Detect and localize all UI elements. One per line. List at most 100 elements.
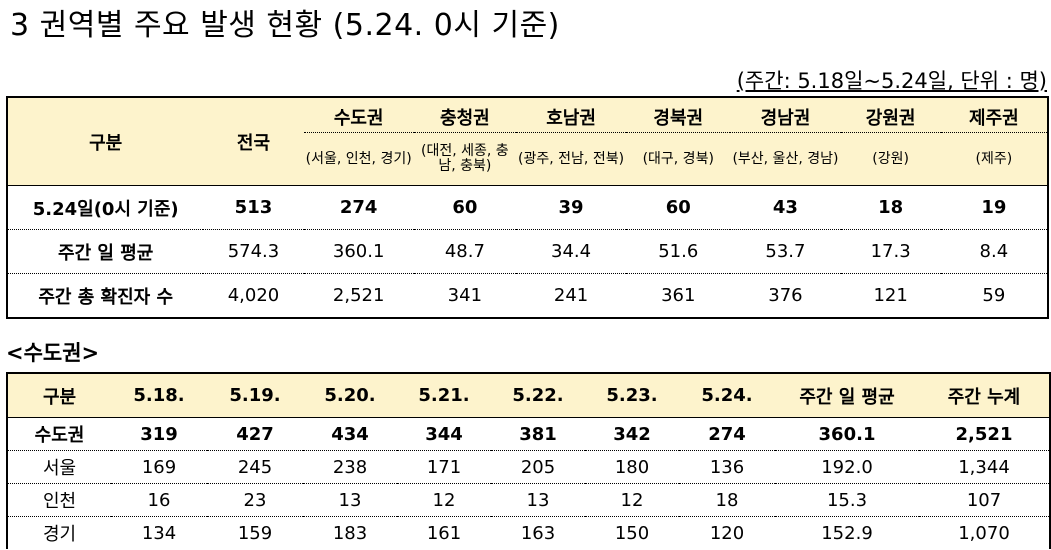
table-cell: 434	[303, 417, 397, 451]
table-cell: 427	[207, 417, 303, 451]
column-header: 5.22.	[491, 373, 585, 418]
table-row: 주간 일 평균 574.3 360.1 48.7 34.4 51.6 53.7 …	[7, 229, 1048, 274]
table-cell: 48.7	[413, 229, 516, 274]
region-subheader: (대전, 세종, 충남, 충북)	[413, 132, 516, 186]
table-cell: 134	[111, 516, 207, 549]
table-row: 서울 169 245 238 171 205 180 136 192.0 1,3…	[7, 450, 1050, 484]
table-cell: 274	[679, 417, 775, 451]
table-row: 주간 총 확진자 수 4,020 2,521 341 241 361 376 1…	[7, 273, 1048, 318]
table-cell: 180	[585, 450, 679, 484]
region-header: 경북권	[626, 97, 731, 133]
table-cell: 12	[397, 483, 491, 517]
table-cell: 574.3	[203, 229, 304, 274]
table-cell: 121	[840, 273, 941, 318]
row-label: 주간 일 평균	[7, 229, 204, 274]
table-cell: 159	[207, 516, 303, 549]
region-header: 호남권	[515, 97, 627, 133]
column-header: 5.23.	[585, 373, 679, 418]
table-cell: 361	[626, 273, 731, 318]
region-header: 수도권	[303, 97, 414, 133]
region-subheader: (서울, 인천, 경기)	[303, 132, 414, 186]
table-cell: 341	[413, 273, 516, 318]
region-header: 제주권	[940, 97, 1048, 133]
column-header: 5.18.	[111, 373, 207, 418]
column-header: 5.19.	[207, 373, 303, 418]
table-cell: 39	[515, 185, 627, 230]
table-cell: 17.3	[840, 229, 941, 274]
row-label: 경기	[7, 516, 111, 549]
region-header: 강원권	[840, 97, 941, 133]
region-header: 경남권	[730, 97, 841, 133]
regional-summary-table: 구분 전국 수도권 충청권 호남권 경북권 경남권 강원권 제주권 (서울, 인…	[6, 96, 1049, 319]
region-subheader: (대구, 경북)	[626, 132, 731, 186]
table-cell: 169	[111, 450, 207, 484]
table-cell: 319	[111, 417, 207, 451]
table-cell: 59	[940, 273, 1048, 318]
column-header: 주간 누계	[919, 373, 1050, 418]
column-header: 5.24.	[679, 373, 775, 418]
region-subheader: (강원)	[840, 132, 941, 186]
table-cell: 1,070	[919, 516, 1050, 549]
table-cell: 150	[585, 516, 679, 549]
table-cell: 12	[585, 483, 679, 517]
table-cell: 16	[111, 483, 207, 517]
table-cell: 344	[397, 417, 491, 451]
column-header: 주간 일 평균	[775, 373, 919, 418]
table-cell: 19	[940, 185, 1048, 230]
table-cell: 136	[679, 450, 775, 484]
table-cell: 60	[626, 185, 731, 230]
table-cell: 238	[303, 450, 397, 484]
row-label: 5.24일(0시 기준)	[7, 185, 204, 230]
column-header: 5.21.	[397, 373, 491, 418]
table-cell: 241	[515, 273, 627, 318]
table-cell: 13	[491, 483, 585, 517]
metro-section-heading: <수도권>	[6, 341, 100, 365]
table-cell: 205	[491, 450, 585, 484]
table-cell: 8.4	[940, 229, 1048, 274]
unit-note: (주간: 5.18일~5.24일, 단위 : 명)	[736, 69, 1047, 93]
row-label: 주간 총 확진자 수	[7, 273, 204, 318]
table-cell: 171	[397, 450, 491, 484]
table-cell: 376	[730, 273, 841, 318]
table-cell: 107	[919, 483, 1050, 517]
table-row: 경기 134 159 183 161 163 150 120 152.9 1,0…	[7, 516, 1050, 549]
table-cell: 34.4	[515, 229, 627, 274]
table-cell: 245	[207, 450, 303, 484]
table-cell: 513	[203, 185, 304, 230]
region-subheader: (부산, 울산, 경남)	[730, 132, 841, 186]
table-cell: 13	[303, 483, 397, 517]
page-title: 3 권역별 주요 발생 현황 (5.24. 0시 기준)	[10, 8, 560, 43]
table-cell: 161	[397, 516, 491, 549]
table-cell: 4,020	[203, 273, 304, 318]
table-cell: 274	[303, 185, 414, 230]
table-cell: 60	[413, 185, 516, 230]
table-cell: 18	[840, 185, 941, 230]
table-cell: 2,521	[303, 273, 414, 318]
metro-area-table: 구분 5.18. 5.19. 5.20. 5.21. 5.22. 5.23. 5…	[6, 372, 1051, 549]
table-cell: 15.3	[775, 483, 919, 517]
table-cell: 381	[491, 417, 585, 451]
column-header: 구분	[7, 373, 111, 418]
table-cell: 18	[679, 483, 775, 517]
summary-national-header: 전국	[203, 97, 304, 186]
summary-corner-label: 구분	[7, 97, 204, 186]
table-cell: 342	[585, 417, 679, 451]
table-cell: 163	[491, 516, 585, 549]
table-row: 수도권 319 427 434 344 381 342 274 360.1 2,…	[7, 417, 1050, 451]
table-cell: 1,344	[919, 450, 1050, 484]
table-cell: 360.1	[775, 417, 919, 451]
row-label: 수도권	[7, 417, 111, 451]
row-label: 인천	[7, 483, 111, 517]
table-cell: 23	[207, 483, 303, 517]
region-header: 충청권	[413, 97, 516, 133]
table-cell: 360.1	[303, 229, 414, 274]
table-cell: 43	[730, 185, 841, 230]
row-label: 서울	[7, 450, 111, 484]
table-cell: 2,521	[919, 417, 1050, 451]
table-cell: 183	[303, 516, 397, 549]
table-cell: 120	[679, 516, 775, 549]
table-cell: 192.0	[775, 450, 919, 484]
table-row: 5.24일(0시 기준) 513 274 60 39 60 43 18 19	[7, 185, 1048, 230]
table-row: 인천 16 23 13 12 13 12 18 15.3 107	[7, 483, 1050, 517]
table-cell: 51.6	[626, 229, 731, 274]
